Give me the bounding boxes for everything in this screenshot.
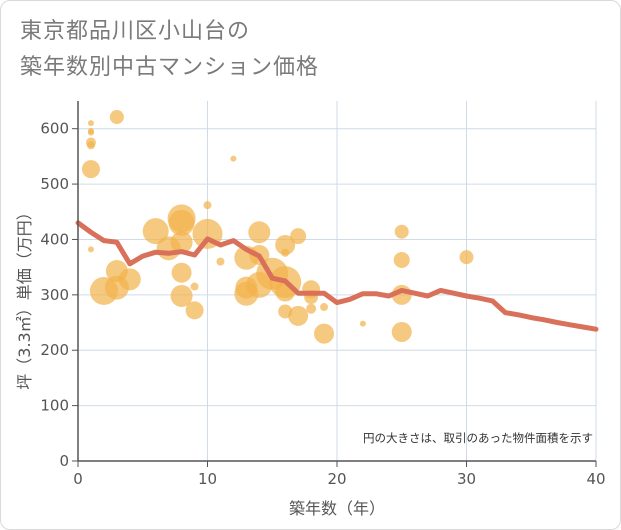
x-tick-label: 0 [73, 470, 83, 488]
data-bubble [288, 305, 309, 326]
size-legend-note: 円の大きさは、取引のあった物件面積を示す [363, 431, 593, 445]
data-bubble [248, 221, 271, 244]
y-tick-label: 500 [40, 175, 69, 193]
data-bubble [87, 246, 94, 253]
y-tick-label: 300 [40, 286, 69, 304]
data-bubble [170, 284, 193, 307]
y-tick-label: 400 [40, 230, 69, 248]
data-bubble [170, 231, 193, 254]
data-bubble [306, 303, 317, 314]
data-bubble [203, 201, 212, 210]
axes: 0 100 200 300 400 500 600 0 10 20 30 40 [40, 101, 606, 488]
y-tick-label: 0 [59, 452, 69, 470]
data-bubble [86, 141, 95, 150]
data-bubble [391, 321, 412, 342]
chart-title: 東京都品川区小山台の 築年数別中古マンション価格 [20, 14, 319, 86]
data-bubble [290, 228, 307, 245]
average-price-line [75, 220, 599, 332]
bubbles [81, 110, 474, 344]
x-tick-label: 20 [327, 470, 346, 488]
data-bubble [359, 320, 366, 327]
data-bubble [87, 120, 94, 127]
data-bubble [185, 301, 204, 320]
data-bubble [394, 224, 409, 239]
trend-line-layer [75, 220, 599, 332]
data-bubble [171, 262, 192, 283]
x-tick-label: 30 [457, 470, 476, 488]
y-tick-label: 200 [40, 341, 69, 359]
x-axis-label: 築年数（年） [289, 499, 385, 518]
data-bubble [168, 209, 195, 236]
chart-title-line-2: 築年数別中古マンション価格 [20, 55, 320, 80]
data-bubble [314, 323, 335, 344]
data-bubble [320, 303, 329, 312]
y-tick-label: 600 [40, 120, 69, 138]
data-bubble [118, 268, 141, 291]
data-bubble [281, 248, 290, 257]
data-bubble [459, 250, 474, 265]
data-bubble [87, 129, 94, 136]
x-tick-label: 40 [586, 470, 605, 488]
x-tick-label: 10 [198, 470, 217, 488]
data-bubble [109, 110, 124, 125]
data-bubble [81, 160, 100, 179]
grid-lines [78, 101, 597, 461]
data-bubble [393, 251, 410, 268]
data-bubble [275, 235, 296, 255]
data-bubble [190, 282, 199, 291]
data-bubble [142, 218, 169, 245]
y-axis-label: 坪（3.3㎡）単価（万円） [15, 204, 34, 389]
data-bubble [216, 257, 225, 266]
chart-title-line-1: 東京都品川区小山台の [20, 19, 251, 44]
data-bubble [230, 155, 237, 162]
y-tick-label: 100 [40, 397, 69, 415]
